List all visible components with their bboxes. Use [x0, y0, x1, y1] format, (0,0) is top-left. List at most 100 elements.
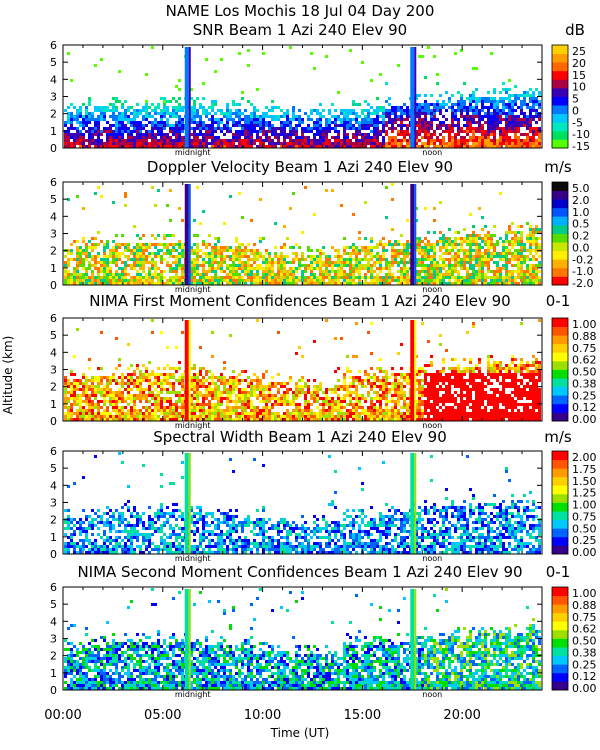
data-cell — [526, 237, 529, 240]
data-cell — [457, 118, 460, 121]
data-cell — [172, 376, 175, 379]
data-cell — [97, 379, 100, 382]
data-cell — [358, 267, 361, 270]
data-cell — [382, 136, 385, 139]
data-cell — [379, 121, 382, 124]
data-cell — [118, 130, 121, 133]
data-cell — [211, 282, 214, 285]
data-cell — [526, 121, 529, 124]
data-cell — [460, 243, 463, 246]
data-cell — [244, 264, 247, 267]
data-cell — [274, 118, 277, 121]
data-cell — [136, 109, 139, 112]
data-cell — [214, 279, 217, 282]
data-cell — [319, 112, 322, 115]
data-cell — [157, 373, 160, 376]
data-cell — [478, 130, 481, 133]
data-cell — [271, 397, 274, 400]
data-cell — [460, 100, 463, 103]
data-cell — [367, 118, 370, 121]
data-cell — [178, 276, 181, 279]
data-cell — [388, 276, 391, 279]
data-cell — [163, 109, 166, 112]
data-cell — [232, 273, 235, 276]
data-cell — [448, 243, 451, 246]
data-cell — [154, 112, 157, 115]
data-cell — [253, 261, 256, 264]
data-cell — [121, 376, 124, 379]
data-cell — [106, 409, 109, 412]
data-cell — [220, 142, 223, 145]
data-cell — [163, 258, 166, 261]
data-cell — [469, 243, 472, 246]
data-cell — [112, 397, 115, 400]
data-cell — [316, 127, 319, 130]
data-cell — [304, 186, 307, 189]
data-cell — [505, 118, 508, 121]
data-cell — [214, 121, 217, 124]
data-cell — [229, 385, 232, 388]
data-cell — [148, 415, 151, 418]
data-cell — [64, 391, 67, 394]
data-cell — [319, 279, 322, 282]
y-tick-label: 6 — [50, 39, 57, 52]
data-cell — [193, 388, 196, 391]
data-cell — [181, 385, 184, 388]
data-cell — [175, 121, 178, 124]
data-cell — [205, 403, 208, 406]
data-cell — [454, 145, 457, 148]
data-cell — [94, 394, 97, 397]
data-cell — [478, 127, 481, 130]
data-cell — [235, 385, 238, 388]
data-cell — [94, 139, 97, 142]
data-cell — [283, 255, 286, 258]
data-cell — [469, 282, 472, 285]
data-cell — [76, 270, 79, 273]
data-cell — [121, 103, 124, 106]
data-cell — [511, 130, 514, 133]
data-cell — [439, 139, 442, 142]
data-cell — [454, 270, 457, 273]
data-cell — [478, 270, 481, 273]
data-cell — [502, 106, 505, 109]
data-cell — [193, 139, 196, 142]
data-cell — [211, 139, 214, 142]
panel-2: Doppler Velocity Beam 1 Azi 240 Elev 900… — [50, 158, 593, 294]
data-cell — [370, 276, 373, 279]
data-cell — [229, 145, 232, 148]
data-cell — [193, 397, 196, 400]
data-cell — [415, 139, 418, 142]
data-cell — [469, 252, 472, 255]
data-cell — [259, 127, 262, 130]
data-cell — [172, 142, 175, 145]
data-cell — [427, 142, 430, 145]
data-cell — [307, 127, 310, 130]
data-cell — [478, 118, 481, 121]
data-cell — [262, 276, 265, 279]
data-cell — [127, 394, 130, 397]
data-cell — [142, 246, 145, 249]
data-cell — [292, 133, 295, 136]
data-cell — [439, 273, 442, 276]
data-cell — [166, 142, 169, 145]
data-cell — [400, 121, 403, 124]
data-cell — [349, 142, 352, 145]
data-cell — [352, 243, 355, 246]
data-cell — [367, 276, 370, 279]
data-cell — [85, 124, 88, 127]
data-cell — [121, 273, 124, 276]
data-cell — [127, 373, 130, 376]
data-cell — [88, 118, 91, 121]
data-cell — [241, 139, 244, 142]
data-cell — [100, 267, 103, 270]
data-cell — [256, 136, 259, 139]
data-cell — [289, 139, 292, 142]
data-cell — [130, 267, 133, 270]
data-cell — [295, 130, 298, 133]
data-cell — [292, 282, 295, 285]
data-cell — [433, 130, 436, 133]
data-cell — [88, 255, 91, 258]
data-cell — [211, 279, 214, 282]
data-cell — [460, 112, 463, 115]
data-cell — [139, 373, 142, 376]
